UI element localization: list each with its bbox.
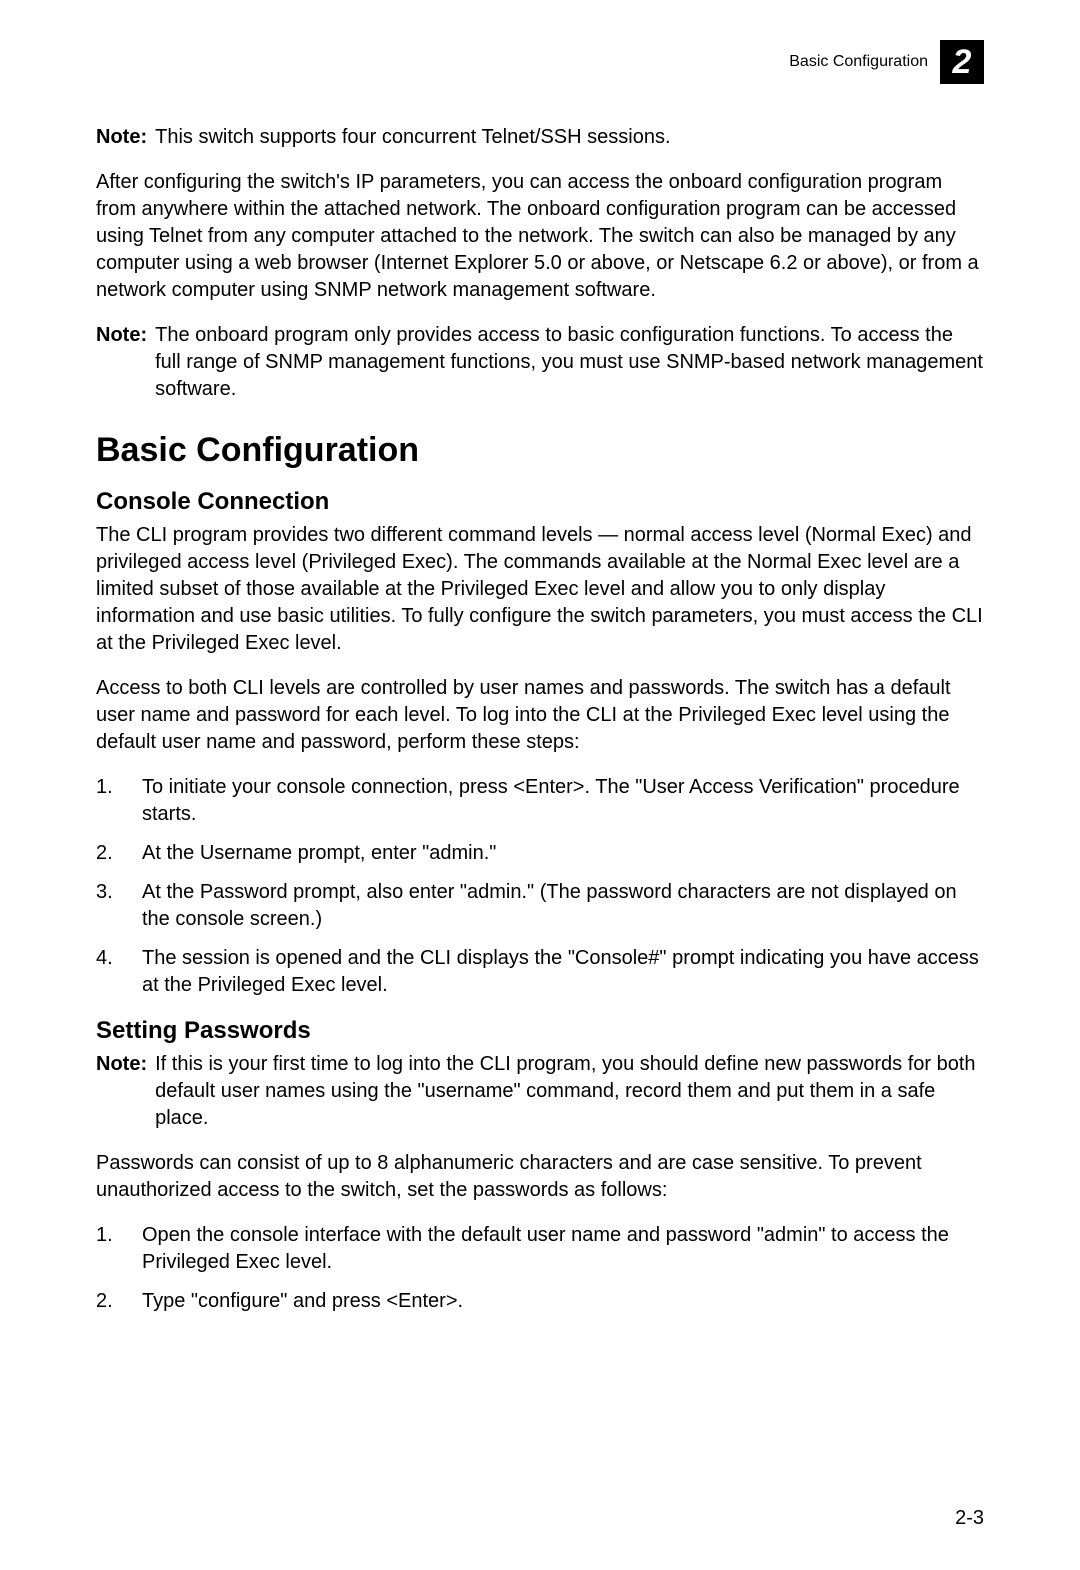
document-page: Basic Configuration 2 Note: This switch …	[0, 0, 1080, 1570]
note-block-1: Note: This switch supports four concurre…	[96, 124, 984, 151]
chapter-number-badge: 2	[940, 40, 984, 84]
note-label: Note:	[96, 322, 155, 403]
note-text: This switch supports four concurrent Tel…	[155, 124, 984, 151]
note-label: Note:	[96, 124, 155, 151]
list-item: At the Password prompt, also enter "admi…	[96, 879, 984, 933]
intro-paragraph: After configuring the switch's IP parame…	[96, 169, 984, 304]
section-heading: Basic Configuration	[96, 431, 984, 470]
console-para-2: Access to both CLI levels are controlled…	[96, 675, 984, 756]
passwords-steps-list: Open the console interface with the defa…	[96, 1222, 984, 1315]
list-item: At the Username prompt, enter "admin."	[96, 840, 984, 867]
note-text: If this is your first time to log into t…	[155, 1051, 984, 1132]
note-block-2: Note: The onboard program only provides …	[96, 322, 984, 403]
note-text: The onboard program only provides access…	[155, 322, 984, 403]
subsection-setting-passwords: Setting Passwords	[96, 1017, 984, 1045]
note-label: Note:	[96, 1051, 155, 1132]
page-header: Basic Configuration 2	[96, 40, 984, 84]
list-item: Open the console interface with the defa…	[96, 1222, 984, 1276]
note-block-3: Note: If this is your first time to log …	[96, 1051, 984, 1132]
list-item: The session is opened and the CLI displa…	[96, 945, 984, 999]
passwords-para-1: Passwords can consist of up to 8 alphanu…	[96, 1150, 984, 1204]
console-para-1: The CLI program provides two different c…	[96, 522, 984, 657]
list-item: Type "configure" and press <Enter>.	[96, 1288, 984, 1315]
list-item: To initiate your console connection, pre…	[96, 774, 984, 828]
subsection-console-connection: Console Connection	[96, 488, 984, 516]
header-title: Basic Configuration	[789, 53, 928, 71]
page-number: 2-3	[955, 1507, 984, 1530]
console-steps-list: To initiate your console connection, pre…	[96, 774, 984, 999]
